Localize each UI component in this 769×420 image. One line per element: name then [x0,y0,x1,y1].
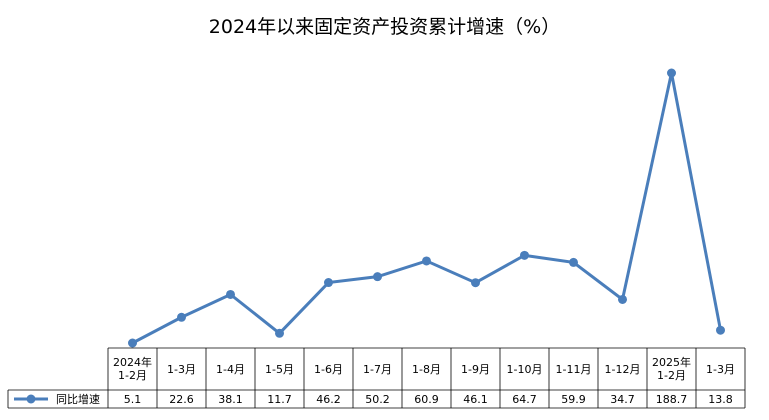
data-point [177,312,186,322]
category-label: 1-7月 [363,362,392,376]
data-point [471,278,480,288]
table-value: 11.7 [267,392,292,406]
table-value: 64.7 [512,392,537,406]
category-label: 2025年1-2月 [652,356,691,382]
table-value: 46.2 [316,392,341,406]
table-value: 188.7 [655,392,688,406]
chart-title: 2024年以来固定资产投资累计增速（%） [208,16,561,38]
table-value: 34.7 [610,392,635,406]
table-value: 13.8 [708,392,733,406]
series-line [131,72,722,345]
legend-marker [26,394,36,404]
table-value: 60.9 [414,392,439,406]
data-point [667,68,676,78]
category-label: 1-10月 [506,362,543,376]
category-label: 1-9月 [461,362,490,376]
category-label: 1-11月 [555,362,592,376]
data-point [422,256,431,266]
table-value: 46.1 [463,392,488,406]
table-value: 59.9 [561,392,586,406]
category-label: 1-3月 [167,362,196,376]
category-label: 1-3月 [706,362,735,376]
category-label: 1-4月 [216,362,245,376]
table-value: 5.1 [123,392,142,406]
data-point [324,278,333,288]
table-value: 50.2 [365,392,390,406]
data-point [373,272,382,282]
data-point [128,338,137,348]
data-point [520,250,529,260]
data-point [275,328,284,338]
table-value: 22.6 [169,392,194,406]
category-label: 1-5月 [265,362,294,376]
table-value: 38.1 [218,392,243,406]
category-label: 1-8月 [412,362,441,376]
data-point [716,325,725,335]
category-label: 2024年1-2月 [113,356,152,382]
category-label: 1-12月 [604,362,641,376]
data-point [569,257,578,267]
data-point [226,289,235,299]
data-point [618,294,627,304]
legend-label: 同比增速 [56,392,100,406]
category-label: 1-6月 [314,362,343,376]
